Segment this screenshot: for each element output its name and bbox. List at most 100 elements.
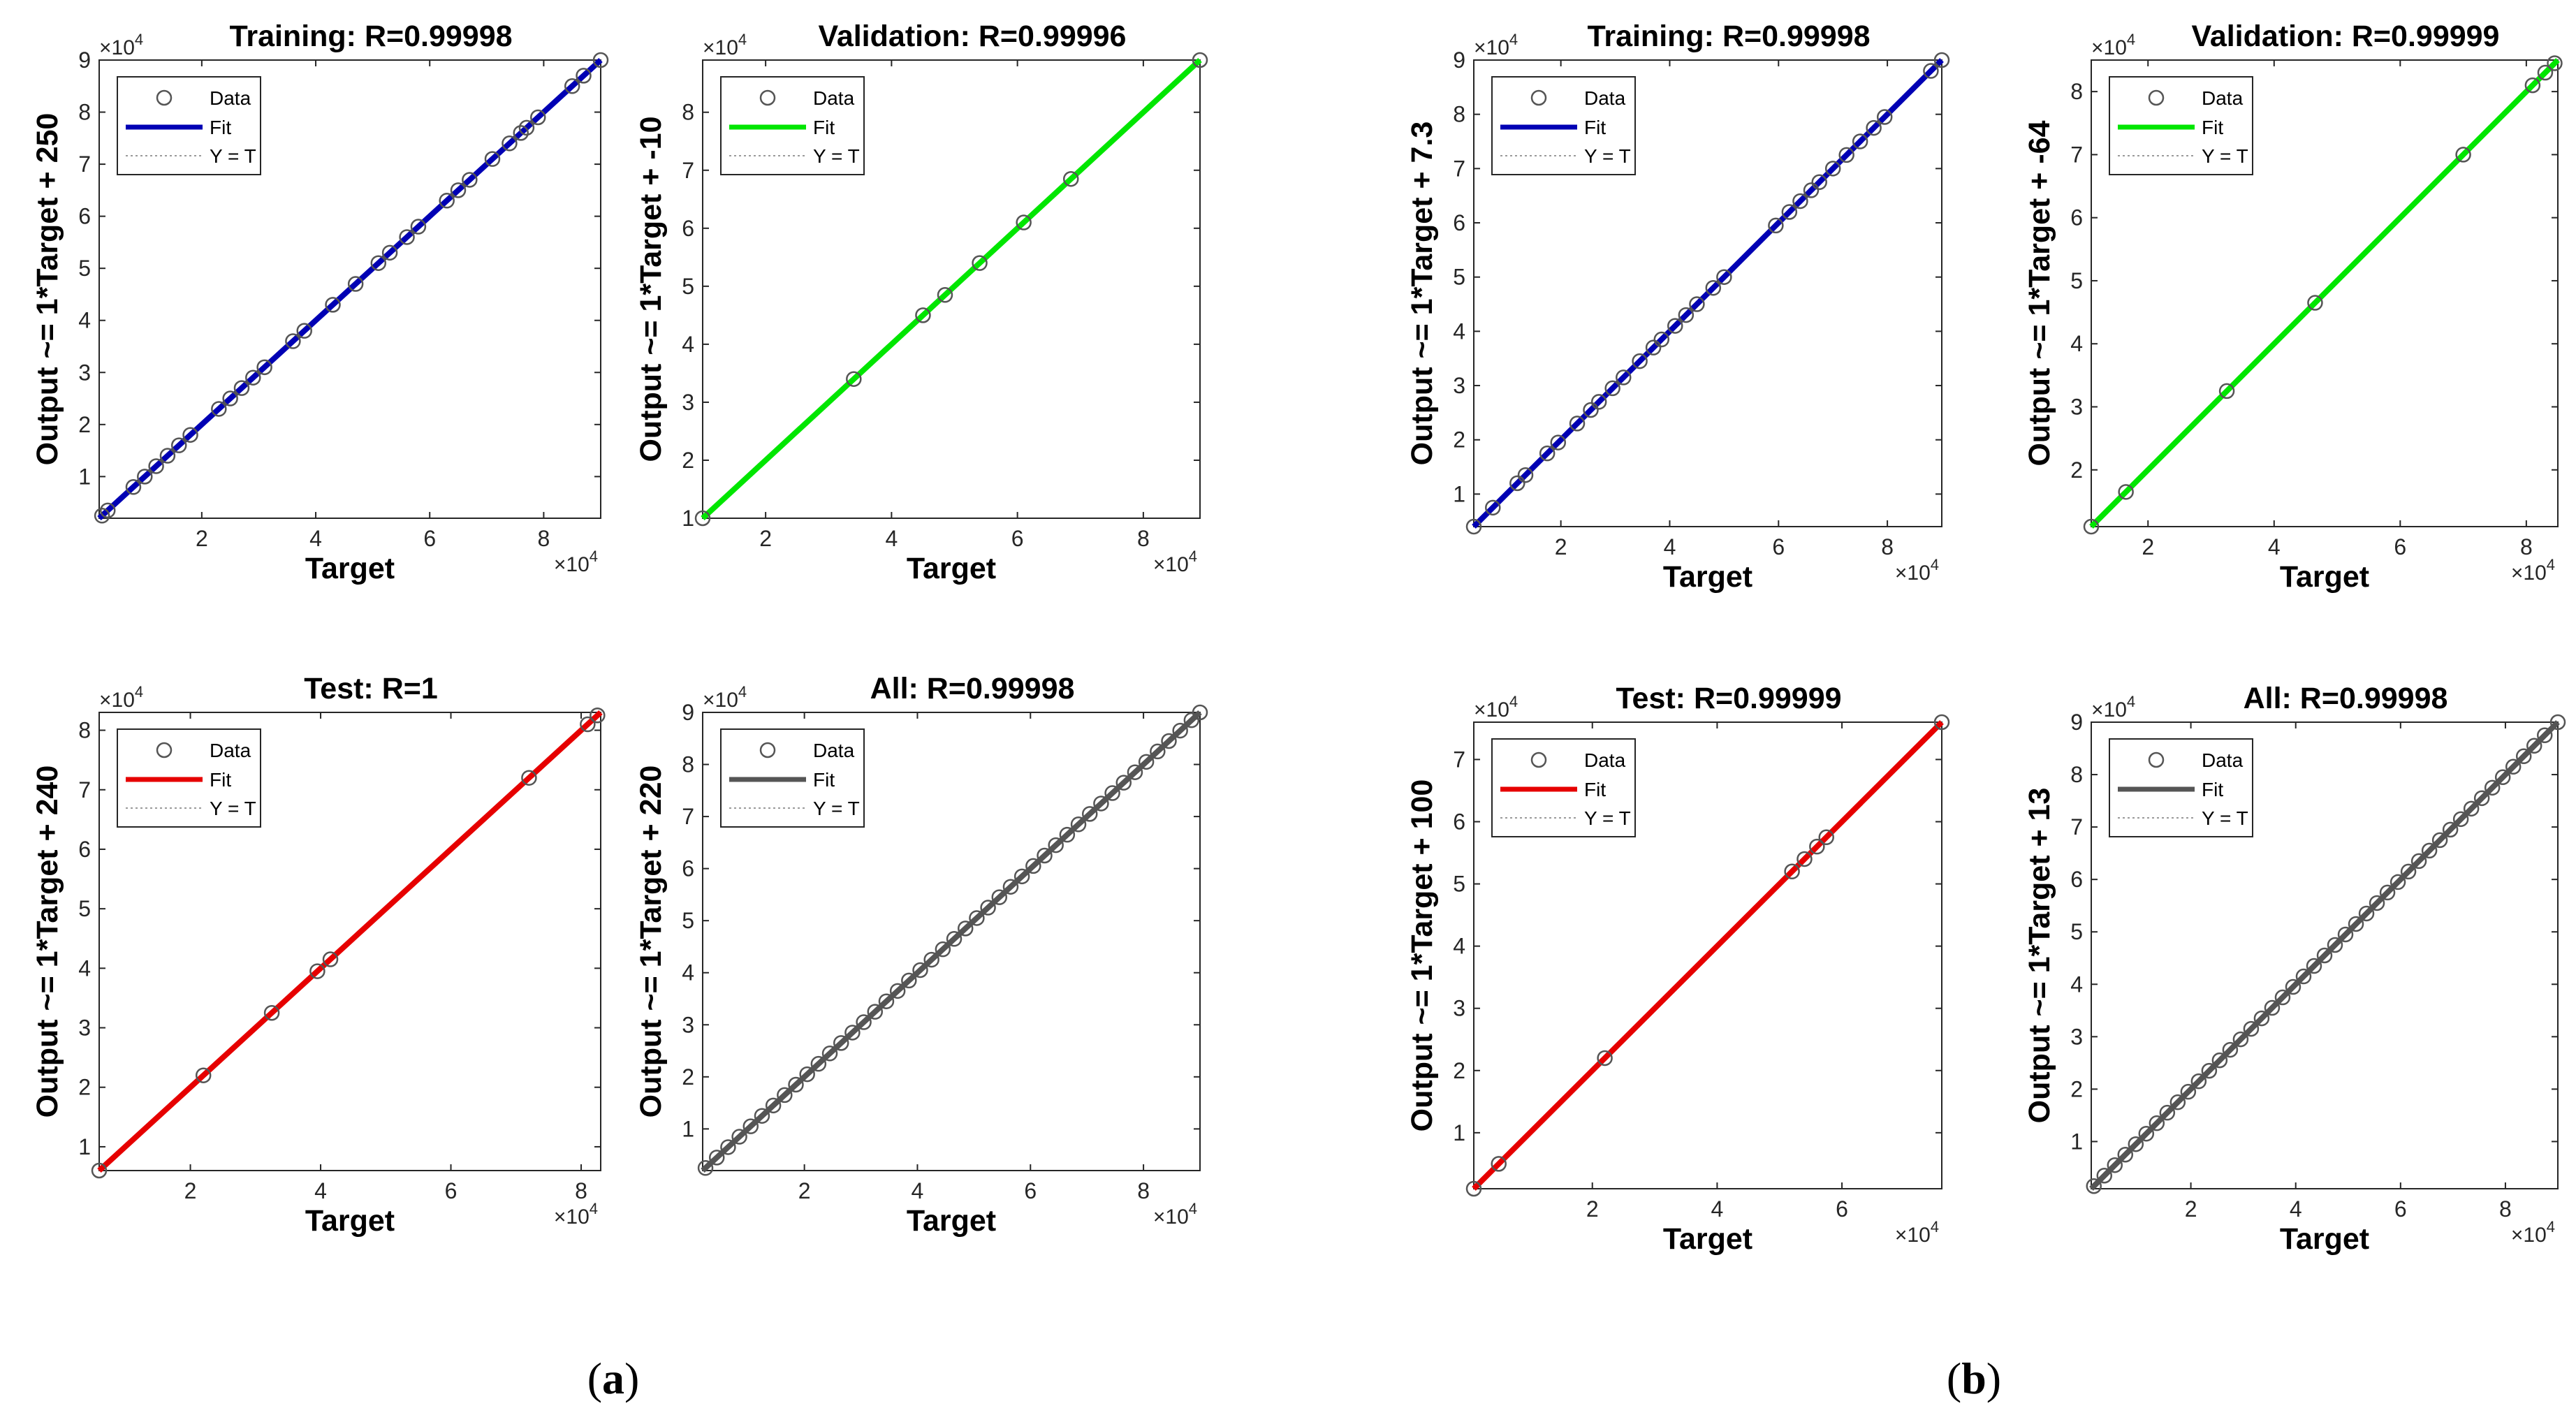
y-axis-label: Output ~= 1*Target + 240 <box>31 765 64 1118</box>
data-point <box>462 172 478 188</box>
x-tick-label: 2 <box>1586 1196 1599 1222</box>
data-point <box>1491 1156 1507 1172</box>
data-point <box>1161 733 1177 749</box>
y-axis-label: Output ~= 1*Target + -64 <box>2023 120 2056 466</box>
x-axis-label: Target <box>305 552 395 585</box>
data-point <box>1838 147 1854 163</box>
y-exponent-label: ×104 <box>99 31 143 59</box>
data-point <box>742 1118 759 1134</box>
y-tick-label: 2 <box>1453 1058 1465 1083</box>
data-point <box>1604 380 1620 397</box>
data-point <box>195 1067 212 1083</box>
data-point <box>2400 863 2417 880</box>
y-tick-label: 6 <box>2070 867 2083 892</box>
data-point <box>1866 119 1882 136</box>
y-axis-label: Output ~= 1*Target + 100 <box>1405 779 1439 1132</box>
data-point <box>1933 52 1950 68</box>
legend-fit-label: Fit <box>210 769 231 791</box>
legend-yt-label: Y = T <box>1584 807 1631 829</box>
y-tick-label: 6 <box>2070 205 2083 230</box>
y-tick-label: 3 <box>682 390 694 415</box>
x-exponent-label: ×104 <box>1895 1218 1939 1247</box>
legend: Data Fit Y = T <box>1491 76 1636 175</box>
data-point <box>2549 714 2566 731</box>
data-point <box>1172 722 1188 739</box>
data-point <box>2379 884 2396 901</box>
x-exponent-label: ×104 <box>1153 548 1197 576</box>
y-tick-label: 7 <box>2070 142 2083 167</box>
data-point <box>2358 905 2375 922</box>
data-point <box>1465 518 1482 535</box>
y-tick-label: 1 <box>682 506 694 531</box>
data-point <box>1667 318 1683 334</box>
y-tick-label: 4 <box>1453 934 1465 959</box>
y-tick-label: 7 <box>78 777 91 802</box>
legend-data-marker <box>759 89 776 106</box>
y-tick-label: 9 <box>78 47 91 73</box>
data-point <box>94 508 110 524</box>
data-point <box>450 182 467 198</box>
legend-yt-label: Y = T <box>210 798 256 819</box>
data-point <box>233 380 250 396</box>
y-tick-label: 5 <box>1453 265 1465 290</box>
data-point <box>2201 1062 2218 1079</box>
x-axis-label: Target <box>907 1204 996 1238</box>
legend-data-label: Data <box>1584 749 1626 771</box>
x-tick-label: 2 <box>798 1178 811 1203</box>
data-point <box>1192 52 1208 68</box>
data-point <box>1138 754 1155 770</box>
data-point <box>946 931 963 947</box>
x-tick-label: 2 <box>2142 534 2154 559</box>
data-point <box>2169 1094 2186 1111</box>
data-point <box>777 1087 793 1104</box>
data-point <box>2138 1125 2155 1142</box>
data-point <box>833 1035 849 1051</box>
y-exponent-label: ×104 <box>99 683 143 712</box>
data-point <box>245 369 261 386</box>
data-point <box>1002 879 1019 895</box>
data-point <box>2484 779 2501 796</box>
data-point <box>731 1129 747 1145</box>
fit-line <box>2089 58 2560 529</box>
data-point <box>2295 968 2312 985</box>
x-tick-label: 6 <box>2394 534 2406 559</box>
x-tick-label: 2 <box>184 1178 197 1203</box>
legend-data-label: Data <box>210 740 251 761</box>
data-point <box>2211 1052 2228 1069</box>
data-point <box>2452 811 2469 828</box>
data-point <box>969 910 985 926</box>
x-exponent-label: ×104 <box>1153 1200 1197 1229</box>
data-point <box>2232 1031 2249 1048</box>
plot-title: All: R=0.99998 <box>870 672 1075 705</box>
data-point <box>2369 895 2385 911</box>
y-tick-label: 8 <box>78 718 91 743</box>
data-point <box>1818 829 1834 846</box>
data-point <box>1632 353 1648 369</box>
fit-line <box>701 58 1202 520</box>
y-tick-label: 2 <box>682 1064 694 1090</box>
data-point <box>697 1160 714 1176</box>
data-point <box>1070 816 1087 833</box>
data-point <box>1768 217 1784 234</box>
data-point <box>1485 499 1501 516</box>
data-point <box>2285 978 2301 995</box>
x-tick-label: 8 <box>538 526 550 551</box>
panel-label-a: (a) <box>587 1354 640 1403</box>
data-point <box>2515 748 2532 765</box>
data-point <box>2442 821 2459 838</box>
legend: Data Fit Y = T <box>2109 76 2253 175</box>
y-tick-label: 5 <box>2070 268 2083 293</box>
y-tick-label: 3 <box>78 1016 91 1041</box>
y-tick-label: 6 <box>1453 210 1465 235</box>
legend-fit-label: Fit <box>813 769 835 791</box>
plot-title: Training: R=0.99998 <box>229 20 512 53</box>
y-axis-label: Output ~= 1*Target + -10 <box>634 116 668 462</box>
y-exponent-label: ×104 <box>703 31 747 59</box>
x-tick-label: 8 <box>575 1178 587 1203</box>
legend: Data Fit Y = T <box>1491 738 1636 837</box>
data-point <box>1509 475 1525 492</box>
x-tick-label: 8 <box>1881 534 1894 559</box>
data-point <box>211 401 227 417</box>
y-tick-label: 1 <box>682 1116 694 1141</box>
